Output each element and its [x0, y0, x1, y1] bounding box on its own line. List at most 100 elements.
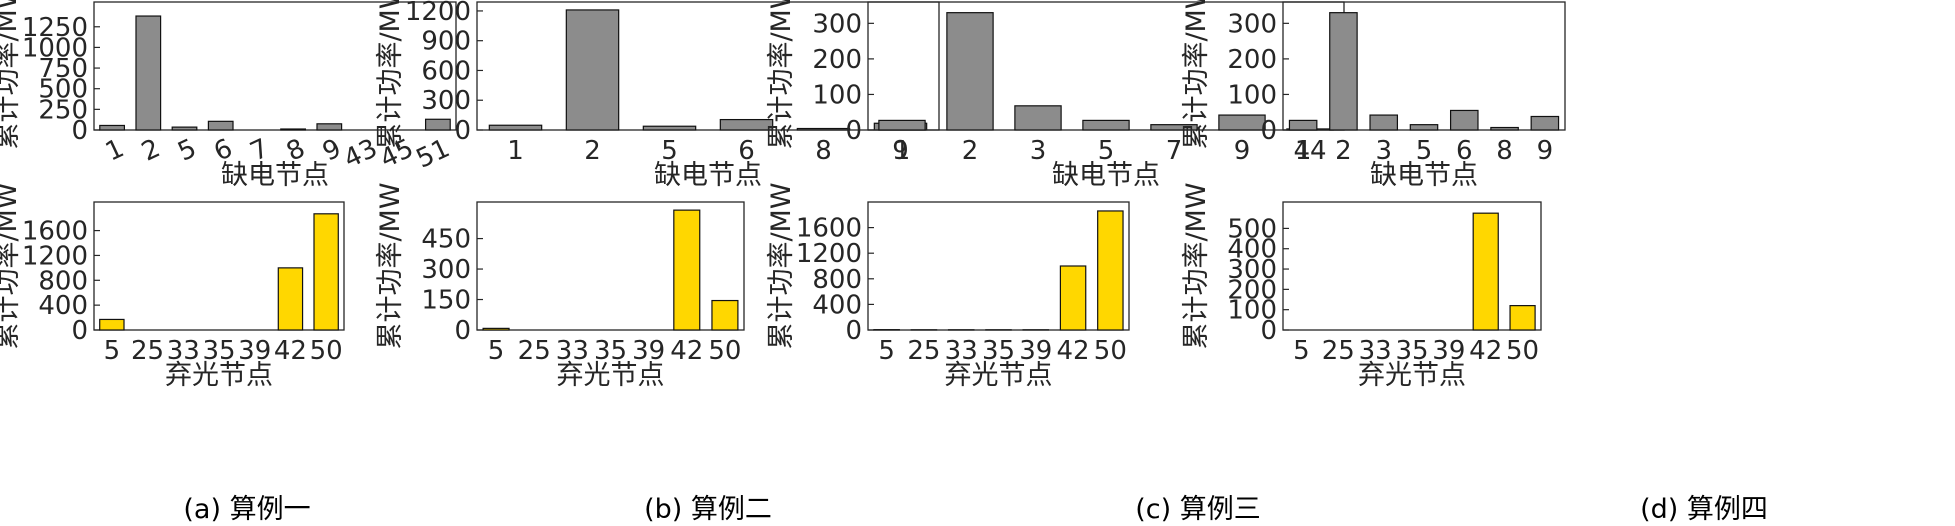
x-tick-label: 42 [1057, 336, 1090, 366]
y-axis-label: 累计功率/MW [375, 0, 406, 150]
bar-node-5 [1409, 124, 1439, 131]
y-tick-label: 300 [1227, 9, 1277, 39]
bar-node-1 [878, 119, 926, 131]
y-tick-label: 300 [1227, 255, 1277, 285]
caption-d: (d) 算例四 [1640, 494, 1768, 525]
x-tick-label: 5 [173, 133, 201, 167]
bar-node-2 [1329, 12, 1358, 131]
panel-captions: (a) 算例一 (b) 算例二 (c) 算例三 (d) 算例四 [183, 494, 1768, 525]
bar-node-9 [1530, 115, 1560, 131]
x-tick-label: 1 [507, 136, 524, 166]
plot-frame [93, 201, 345, 331]
bar-node-8 [280, 128, 307, 131]
bar-node-8 [1490, 126, 1519, 131]
x-tick-label: 6 [738, 136, 755, 166]
x-axis-label: 缺电节点 [654, 160, 762, 191]
y-axis-label: 累计功率/MW [766, 0, 797, 150]
y-tick-label: 300 [812, 9, 862, 39]
caption-c: (c) 算例三 [1135, 494, 1261, 525]
y-tick-label: 1600 [796, 214, 862, 244]
x-tick-label: 35 [982, 336, 1015, 366]
y-tick-label: 0 [454, 116, 471, 146]
bar-node-8 [796, 127, 851, 131]
y-tick-label: 1000 [22, 33, 88, 63]
bar-node-5 [642, 125, 697, 131]
plot-frame [1282, 1, 1566, 131]
y-tick-label: 0 [71, 116, 88, 146]
x-tick-label: 50 [310, 336, 343, 366]
x-tick-label: 35 [202, 336, 235, 366]
y-axis-label: 累计功率/MW [1181, 182, 1212, 349]
bar-node-7 [1150, 124, 1198, 131]
y-tick-label: 500 [1227, 214, 1277, 244]
bar-node-42 [1472, 212, 1499, 331]
x-tick-label: 2 [1335, 136, 1352, 166]
y-tick-label: 0 [845, 116, 862, 146]
x-axis-label: 缺电节点 [221, 160, 329, 191]
y-tick-label: 100 [812, 80, 862, 110]
bar-node-3 [1369, 114, 1399, 131]
x-tick-label: 33 [167, 336, 200, 366]
x-axis-label: 弃光节点 [1358, 360, 1466, 391]
x-tick-label: 25 [1322, 336, 1355, 366]
x-tick-label: 39 [632, 336, 665, 366]
x-tick-label: 51 [412, 133, 455, 174]
x-axis-label: 弃光节点 [945, 360, 1053, 391]
x-tick-label: 9 [1234, 136, 1251, 166]
plot-frame [93, 1, 457, 131]
x-tick-label: 42 [670, 336, 703, 366]
x-tick-label: 1 [1295, 136, 1312, 166]
y-tick-label: 0 [1260, 316, 1277, 346]
x-tick-label: 5 [488, 336, 505, 366]
bar-node-5 [171, 126, 198, 131]
x-tick-label: 39 [238, 336, 271, 366]
y-tick-label: 150 [421, 286, 471, 316]
y-tick-label: 300 [421, 255, 471, 285]
x-tick-label: 6 [1456, 136, 1473, 166]
plot-frame [476, 201, 745, 331]
y-tick-label: 200 [812, 45, 862, 75]
bar-node-2 [946, 12, 994, 131]
x-tick-label: 25 [907, 336, 940, 366]
x-tick-label: 25 [518, 336, 551, 366]
y-tick-label: 750 [38, 54, 88, 84]
bar-node-42 [673, 209, 701, 331]
bar-node-6 [1449, 109, 1479, 131]
bar-node-1 [1288, 119, 1318, 131]
bar-node-3 [1014, 105, 1062, 131]
plot-frame [867, 201, 1130, 331]
x-tick-label: 8 [1496, 136, 1513, 166]
x-tick-label: 9 [1537, 136, 1554, 166]
y-tick-label: 0 [1260, 116, 1277, 146]
x-tick-label: 5 [878, 336, 895, 366]
y-tick-label: 600 [421, 56, 471, 86]
bar-node-9 [316, 123, 343, 131]
y-tick-label: 400 [812, 290, 862, 320]
x-tick-label: 9 [892, 136, 909, 166]
y-tick-label: 0 [845, 316, 862, 346]
bar-node-5 [99, 318, 125, 331]
bar-node-2 [135, 15, 162, 131]
bar-node-50 [313, 213, 339, 331]
bar-node-6 [719, 118, 774, 131]
x-tick-label: 25 [131, 336, 164, 366]
caption-a: (a) 算例一 [183, 494, 310, 525]
y-axis-label: 累计功率/MW [0, 0, 23, 150]
x-tick-label: 50 [1094, 336, 1127, 366]
x-tick-label: 5 [661, 136, 678, 166]
x-axis-label: 缺电节点 [1370, 160, 1478, 191]
bar-node-2 [565, 9, 620, 131]
bar-node-5 [1082, 119, 1130, 131]
y-tick-label: 800 [38, 266, 88, 296]
y-tick-label: 1200 [22, 241, 88, 271]
y-axis-label: 累计功率/MW [766, 182, 797, 349]
y-tick-label: 100 [1227, 296, 1277, 326]
y-tick-label: 1600 [22, 217, 88, 247]
